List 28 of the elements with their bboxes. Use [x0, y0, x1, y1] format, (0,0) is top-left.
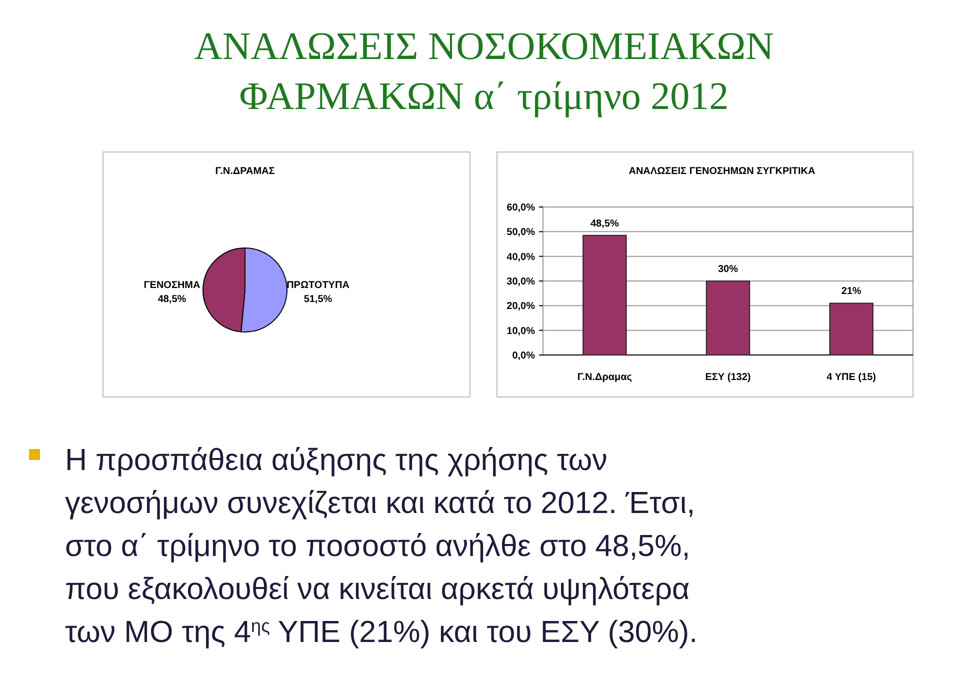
data-label: 30% [718, 264, 738, 275]
x-tick-label: ΕΣΥ (132) [705, 372, 751, 383]
text: Η προσπάθεια αύξησης της χρήσης των [65, 443, 608, 477]
y-tick-label: 0,0% [512, 350, 536, 362]
bar [829, 302, 874, 356]
y-tick-label: 10,0% [506, 326, 536, 337]
chart-title: Γ.Ν.ΔΡΑΜΑΣ [215, 166, 275, 177]
y-tick-label: 40,0% [506, 252, 536, 263]
data-label: 21% [841, 286, 862, 298]
data-label: 48,5% [590, 218, 619, 230]
bar [582, 234, 627, 356]
chart-title: ΑΝΑΛΩΣΕΙΣ ΓΕΝΟΣΗΜΩΝ ΣΥΓΚΡΙΤΙΚΑ [628, 166, 816, 177]
x-tick-label: 4 ΥΠΕ (15) [826, 372, 876, 383]
y-tick-label: 30,0% [506, 276, 536, 288]
y-tick-label: 60,0% [506, 202, 536, 214]
slice-label: ΓΕΝΟΣΗΜΑ [144, 280, 200, 291]
data-label: 51,5% [304, 294, 332, 305]
text: ΑΝΑΛΩΣΕΙΣ ΝΟΣΟΚΟΜΕΙΑΚΩΝ ΦΑΡΜΑΚΩΝ α΄ τρίμηνο 2012 [194, 25, 774, 118]
slice-label: ΠΡΩΤΟΤΥΠΑ [286, 280, 350, 291]
text: στο α΄ τρίμηνο το ποσοστό ανήλθε στο 48,5%, [65, 529, 690, 563]
data-label: 48,5% [158, 294, 186, 305]
text: των ΜΟ της 4$^{ης}$ ΥΠΕ (21%) και του ΕΣΥ (30%). [65, 614, 698, 649]
text: που εξακολουθεί να κινείται αρκετά υψηλότερα [65, 572, 690, 606]
y-tick-label: 20,0% [506, 301, 536, 312]
text: γενοσήμων συνεχίζεται και κατά το 2012. Έτσι, [65, 486, 696, 520]
y-tick-label: 50,0% [506, 227, 536, 238]
bar [706, 280, 750, 356]
x-tick-label: Γ.Ν.Δραμας [577, 372, 632, 383]
